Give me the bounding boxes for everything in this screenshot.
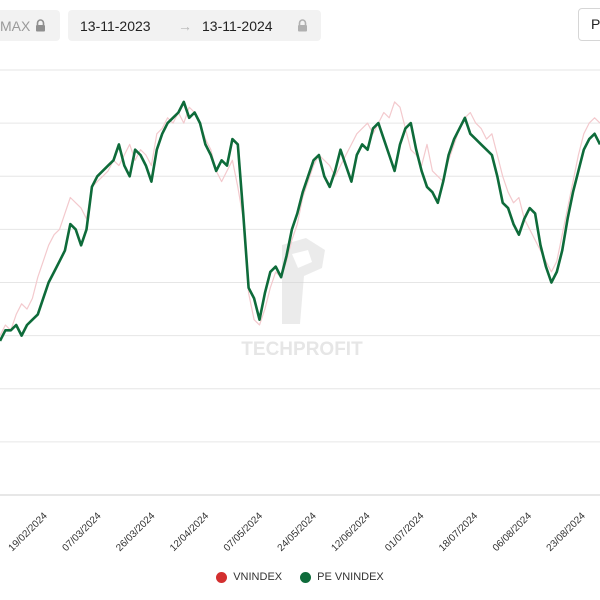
date-range-picker[interactable]: 13-11-2023 → 13-11-2024 bbox=[68, 10, 321, 41]
legend-item-vnindex[interactable]: VNINDEX bbox=[216, 571, 282, 583]
watermark-text: TECHPROFIT bbox=[241, 339, 363, 360]
series-layer bbox=[0, 100, 600, 342]
x-tick-label: 07/05/2024 bbox=[222, 510, 265, 553]
chart-legend: VNINDEX PE VNINDEX bbox=[0, 571, 600, 583]
legend-dot-pe-vnindex bbox=[300, 571, 312, 583]
x-axis-ticks: 19/02/2024 07/03/2024 26/03/2024 12/04/2024… bbox=[7, 510, 588, 553]
legend-label-pe-vnindex: PE VNINDEX bbox=[317, 571, 384, 583]
line-chart: TECHPROFIT 19/02/2024 07/03/2024 26/03/202… bbox=[0, 69, 600, 554]
range-max-button[interactable]: MAX bbox=[0, 10, 60, 41]
series-line-vnindex bbox=[0, 101, 600, 336]
x-tick-label: 26/03/2024 bbox=[114, 510, 157, 553]
chart-type-button[interactable]: P bbox=[578, 8, 600, 41]
techprofit-watermark: TECHPROFIT bbox=[241, 238, 363, 360]
legend-dot-vnindex bbox=[216, 571, 228, 583]
arrow-right-icon: → bbox=[178, 17, 192, 34]
x-tick-label: 06/08/2024 bbox=[491, 510, 534, 553]
x-tick-label: 19/02/2024 bbox=[7, 510, 50, 553]
date-from-value[interactable]: 13-11-2023 bbox=[80, 17, 151, 34]
chart-grid bbox=[0, 69, 600, 496]
x-tick-label: 18/07/2024 bbox=[437, 510, 480, 553]
x-tick-label: 12/06/2024 bbox=[329, 510, 372, 553]
legend-label-vnindex: VNINDEX bbox=[233, 571, 283, 583]
x-tick-label: 24/05/2024 bbox=[276, 510, 319, 553]
lock-icon bbox=[36, 19, 46, 32]
x-tick-label: 01/07/2024 bbox=[383, 510, 426, 553]
legend-item-pe-vnindex[interactable]: PE VNINDEX bbox=[300, 571, 384, 583]
series-line-pe-vnindex bbox=[0, 100, 600, 342]
x-tick-label: 12/04/2024 bbox=[168, 510, 211, 553]
date-to-value[interactable]: 13-11-2024 bbox=[202, 17, 273, 34]
lock-icon bbox=[298, 19, 307, 32]
x-tick-label: 23/08/2024 bbox=[545, 510, 588, 553]
range-max-label: MAX bbox=[0, 17, 31, 34]
x-tick-label: 07/03/2024 bbox=[60, 510, 103, 553]
toolbar: MAX 13-11-2023 → 13-11-2024 P bbox=[0, 0, 600, 50]
